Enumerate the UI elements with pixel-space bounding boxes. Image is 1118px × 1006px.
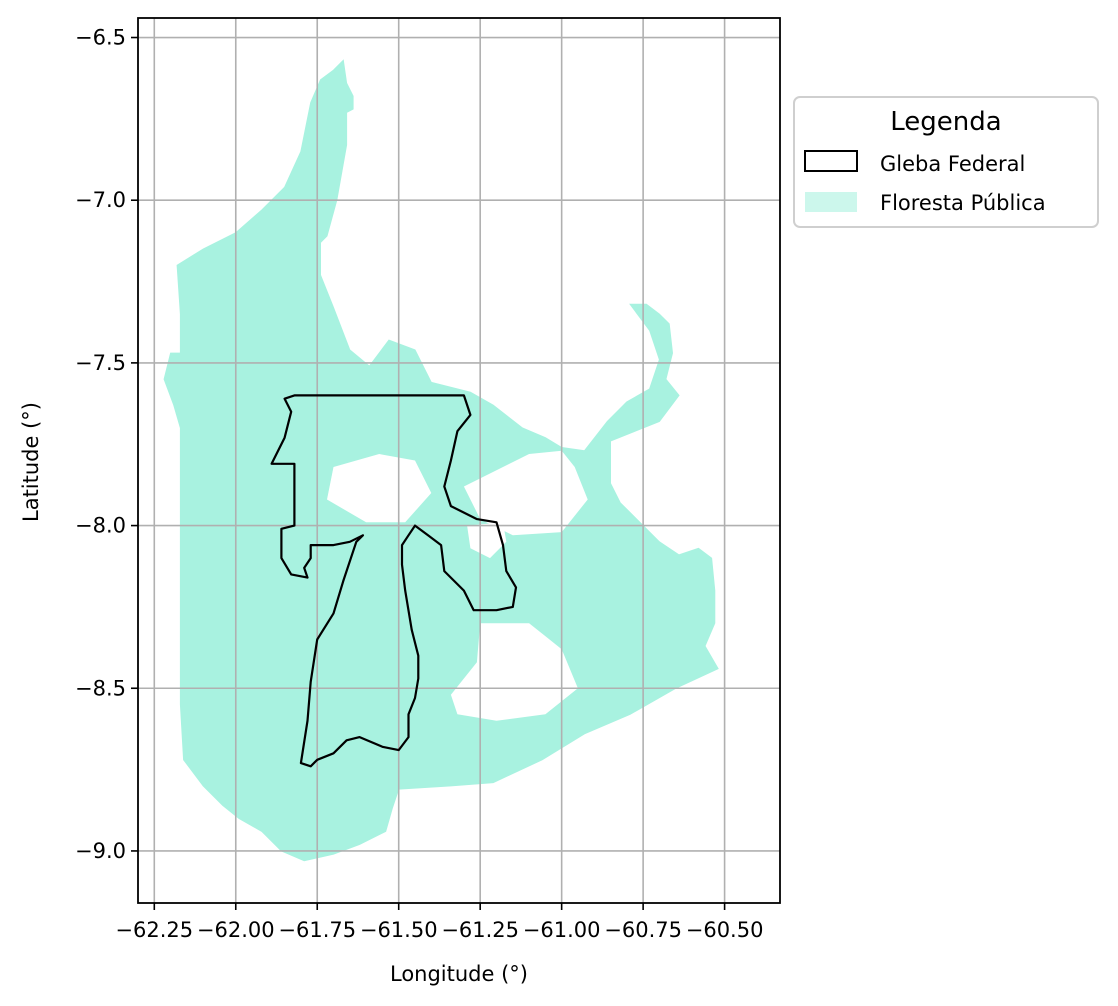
x-tick-label: −60.75 (604, 918, 682, 942)
axes-frame (137, 17, 781, 904)
legend-label-gleba: Gleba Federal (880, 152, 1025, 176)
legend-label-floresta: Floresta Pública (880, 191, 1046, 215)
gleba-federal-layer (270, 394, 518, 768)
legend-swatch-floresta (805, 192, 857, 212)
axis-ticks: −62.25 −62.00 −61.75 −61.50 −61.25 −61.00 −60.… (75, 26, 763, 942)
y-tick-label: −9.0 (75, 839, 126, 863)
x-tick-label: −60.50 (686, 918, 764, 942)
gleba-federal-outline (270, 394, 518, 768)
floresta-publica-layer (163, 59, 719, 862)
y-tick-label: −8.5 (75, 676, 126, 700)
y-tick-label: −7.5 (75, 351, 126, 375)
x-tick-label: −61.00 (523, 918, 601, 942)
x-tick-label: −62.00 (197, 918, 275, 942)
cleared-area-3 (450, 623, 578, 721)
plot-frame (137, 17, 781, 904)
x-tick-label: −62.25 (115, 918, 193, 942)
floresta-publica-polygon (163, 59, 719, 862)
x-axis-label: Longitude (°) (390, 962, 528, 986)
cleared-area-2 (327, 454, 432, 523)
cleared-area-4 (467, 522, 507, 559)
y-tick-label: −8.0 (75, 514, 126, 538)
legend-swatch-gleba (804, 150, 858, 172)
cleared-areas-layer (327, 450, 588, 721)
legend-title: Legenda (890, 107, 1001, 137)
x-tick-label: −61.50 (360, 918, 438, 942)
cleared-area-1 (463, 450, 588, 536)
x-tick-label: −61.25 (441, 918, 519, 942)
legend-box (793, 96, 1099, 228)
y-tick-label: −6.5 (75, 26, 126, 50)
y-axis-label: Latitude (°) (19, 402, 43, 522)
grid-lines (138, 18, 780, 903)
x-tick-label: −61.75 (278, 918, 356, 942)
y-tick-label: −7.0 (75, 188, 126, 212)
legend: Legenda Gleba Federal Floresta Pública (793, 96, 1099, 228)
